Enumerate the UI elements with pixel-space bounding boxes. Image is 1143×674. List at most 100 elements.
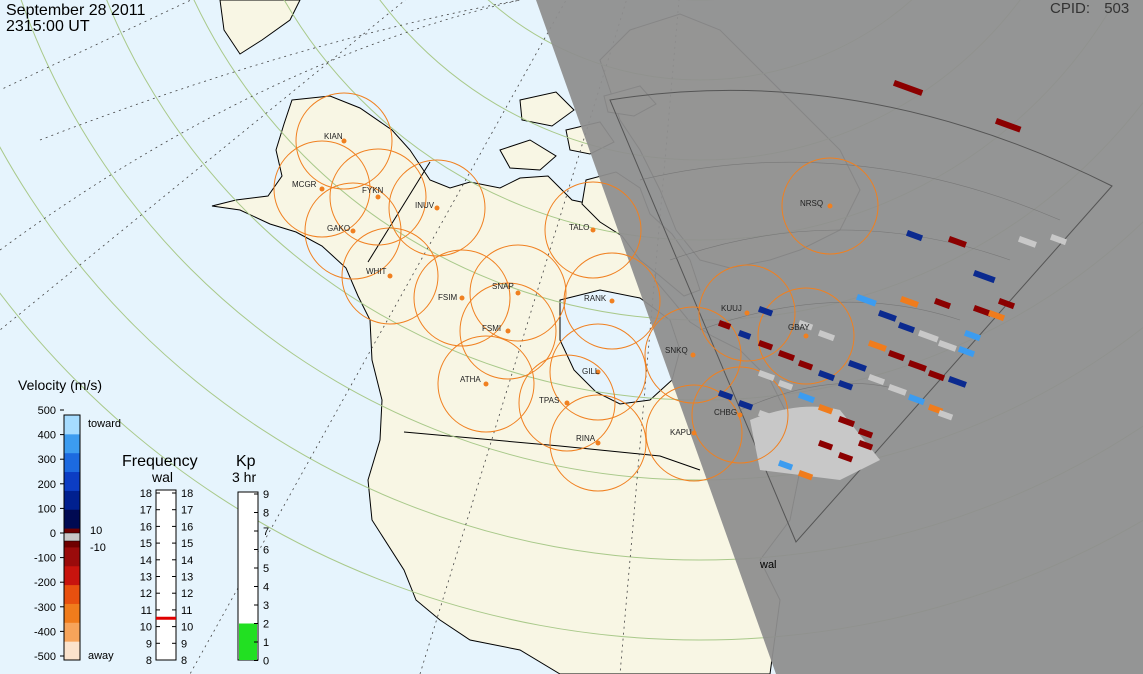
velocity-title: Velocity (m/s) bbox=[18, 377, 102, 393]
station-label-gako: GAKO bbox=[327, 224, 350, 233]
velocity-vector bbox=[847, 360, 867, 372]
station-label-gbay: GBAY bbox=[788, 323, 810, 332]
station-label-kian: KIAN bbox=[324, 132, 343, 141]
frequency-legend: Frequency wal 18 18 17 17 16 16 15 15 14 14 13 13 12… bbox=[122, 453, 198, 667]
frequency-tick-right: 9 bbox=[181, 638, 187, 650]
velocity-vector bbox=[933, 298, 952, 310]
velocity-vector bbox=[757, 370, 776, 382]
kp-tick-label: 6 bbox=[263, 545, 269, 557]
velocity-color-segment bbox=[64, 490, 80, 510]
border-line bbox=[403, 431, 701, 471]
frequency-tick-left: 14 bbox=[140, 555, 152, 567]
station-label-whit: WHIT bbox=[366, 267, 387, 276]
kp-tick-label: 5 bbox=[263, 563, 269, 575]
velocity-vector bbox=[947, 376, 967, 388]
frequency-tick-left: 9 bbox=[146, 638, 152, 650]
ground-scatter-swatch bbox=[63, 532, 81, 542]
velocity-legend: Velocity (m/s) 500 400 300 200 100 0 -100 -200 -… bbox=[18, 377, 121, 663]
station-dot-chbg bbox=[737, 412, 743, 418]
velocity-tick-label: 200 bbox=[38, 479, 56, 491]
velocity-tick-label: -400 bbox=[34, 626, 56, 638]
fov-circle-fsmi bbox=[459, 282, 557, 380]
station-label-fsim: FSIM bbox=[438, 293, 457, 302]
fov-circle-kian bbox=[295, 92, 393, 190]
velocity-vector bbox=[717, 320, 732, 330]
frequency-ticks: 18 18 17 17 16 16 15 15 14 14 13 13 12 12 11 11 10 10 9 9 8 8 bbox=[140, 488, 194, 667]
station-label-kuuj: KUUJ bbox=[721, 304, 742, 313]
velocity-vector bbox=[907, 359, 927, 372]
frequency-tick-right: 8 bbox=[181, 655, 187, 667]
velocity-vector bbox=[797, 359, 814, 371]
fov-circle-kapu bbox=[645, 384, 743, 482]
velocity-vector bbox=[957, 346, 976, 358]
station-dot-talo bbox=[590, 227, 596, 233]
cpid-label: CPID: 503 bbox=[1050, 0, 1129, 17]
velocity-vector bbox=[997, 298, 1016, 310]
frequency-tick-left: 17 bbox=[140, 505, 152, 517]
velocity-vector bbox=[994, 117, 1022, 133]
kp-tick-label: 4 bbox=[263, 582, 269, 594]
velocity-vector bbox=[837, 415, 856, 428]
velocity-color-segment bbox=[64, 641, 80, 661]
frequency-tick-right: 13 bbox=[181, 572, 193, 584]
fov-circle-snkq bbox=[644, 306, 742, 404]
velocity-vector bbox=[947, 235, 967, 248]
station-dot-mcgr bbox=[319, 186, 325, 192]
station-dot-kian bbox=[341, 138, 347, 144]
station-dot-kapu bbox=[691, 430, 697, 436]
velocity-vector bbox=[927, 370, 946, 382]
frequency-tick-right: 16 bbox=[181, 521, 193, 533]
velocity-away-label: away bbox=[88, 650, 114, 662]
velocity-vector bbox=[837, 451, 854, 463]
kp-tick-label: 1 bbox=[263, 637, 269, 649]
station-label-gill: GILL bbox=[582, 367, 600, 376]
station-label-kapu: KAPU bbox=[670, 428, 692, 437]
station-label-talo: TALO bbox=[569, 223, 589, 232]
velocity-vector bbox=[817, 330, 836, 342]
station-dot-inuv bbox=[434, 205, 440, 211]
time-label: 2315:00 UT bbox=[6, 18, 90, 35]
station-label-rina: RINA bbox=[576, 434, 596, 443]
gs-upper-limit: 10 bbox=[90, 525, 102, 537]
velocity-vector bbox=[899, 296, 919, 308]
velocity-tick-label: 100 bbox=[38, 503, 56, 515]
station-label-inuv: INUV bbox=[415, 201, 435, 210]
velocity-vector bbox=[1017, 235, 1037, 248]
station-label-tpas: TPAS bbox=[539, 396, 559, 405]
velocity-vector bbox=[817, 403, 834, 415]
station-dot-whit bbox=[387, 273, 393, 279]
velocity-color-segment bbox=[64, 603, 80, 623]
fov-circle-whit bbox=[341, 227, 439, 325]
longitude-grid bbox=[0, 0, 680, 674]
station-label-fykn: FYKN bbox=[362, 186, 384, 195]
frequency-tick-left: 18 bbox=[140, 488, 152, 500]
velocity-tick-label: 0 bbox=[50, 528, 56, 540]
velocity-vector bbox=[837, 379, 854, 391]
fov-circle-fykn bbox=[329, 148, 427, 246]
frequency-subtitle: wal bbox=[151, 469, 173, 485]
velocity-color-segment bbox=[64, 471, 80, 491]
kp-ticks: 9 8 7 6 5 4 3 2 1 0 bbox=[254, 489, 269, 668]
kp-tick-label: 9 bbox=[263, 489, 269, 501]
velocity-vector bbox=[817, 439, 834, 451]
frequency-tick-right: 12 bbox=[181, 588, 193, 600]
station-dot-atha bbox=[483, 381, 489, 387]
velocity-vector bbox=[757, 409, 774, 421]
fov-circle-tpas bbox=[518, 354, 616, 452]
frequency-tick-left: 8 bbox=[146, 655, 152, 667]
velocity-tick-label: -300 bbox=[34, 602, 56, 614]
station-dot-gbay bbox=[803, 333, 809, 339]
station-dot-fsim bbox=[459, 295, 465, 301]
kp-tick-label: 0 bbox=[263, 656, 269, 668]
frequency-tick-right: 18 bbox=[181, 488, 193, 500]
velocity-vector bbox=[907, 393, 926, 406]
velocity-vector bbox=[797, 469, 814, 481]
station-markers: KIAN MCGR FYKN INUV GAKO WHIT FSIM SNAP FSMI RANK… bbox=[292, 132, 833, 446]
velocity-tick-label: 300 bbox=[38, 454, 56, 466]
velocity-vector bbox=[855, 294, 877, 307]
velocity-vector bbox=[867, 374, 886, 386]
station-dot-fykn bbox=[375, 194, 381, 200]
velocity-toward-label: toward bbox=[88, 418, 121, 430]
velocity-vector bbox=[905, 229, 924, 242]
gs-lower-limit: -10 bbox=[90, 542, 106, 554]
